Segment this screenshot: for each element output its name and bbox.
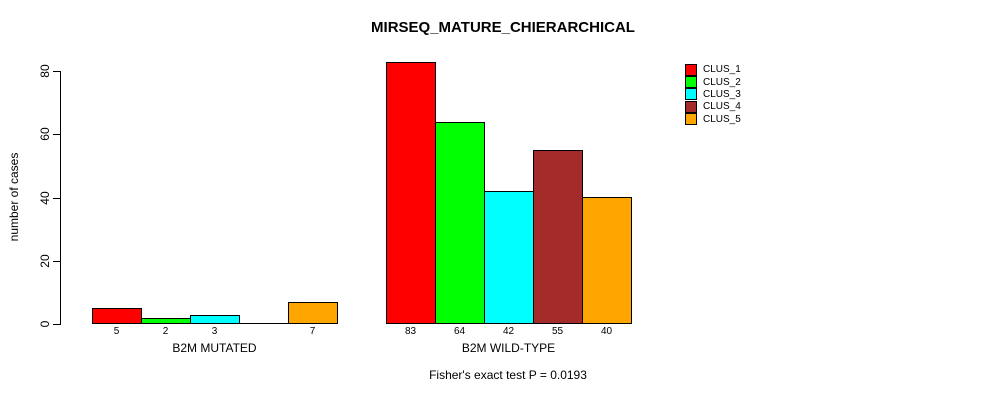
bar-clus_1-group1 <box>92 308 142 324</box>
bar-clus_1-group2 <box>386 62 436 324</box>
bar-clus_5-group1 <box>288 302 338 324</box>
legend-label: CLUS_2 <box>703 76 741 88</box>
y-tick-label: 60 <box>38 127 52 141</box>
y-tick <box>53 198 60 199</box>
y-tick-label: 40 <box>38 191 52 205</box>
legend-swatch-clus_4 <box>685 100 697 113</box>
group-label-2: B2M WILD-TYPE <box>461 341 556 355</box>
bar-clus_3-group1 <box>190 315 240 324</box>
legend-swatch-clus_3 <box>685 88 697 101</box>
bar-value-label: 55 <box>551 326 564 337</box>
y-tick-label: 80 <box>38 64 52 78</box>
legend-row-clus_3: CLUS_3 <box>685 88 741 101</box>
bar-value-label: 40 <box>600 326 613 337</box>
legend-label: CLUS_5 <box>703 113 741 125</box>
bar-clus_3-group2 <box>484 191 534 324</box>
group-label-1: B2M MUTATED <box>172 341 257 355</box>
bar-value-label: 64 <box>453 326 466 337</box>
chart-title: MIRSEQ_MATURE_CHIERARCHICAL <box>371 19 635 36</box>
y-axis-label: number of cases <box>7 152 21 242</box>
bar-clus_4-group2 <box>533 150 583 324</box>
y-tick-label: 0 <box>38 320 52 328</box>
y-tick <box>53 134 60 135</box>
legend-label: CLUS_4 <box>703 101 741 113</box>
bar-clus_4-group1-zero <box>239 323 289 324</box>
bar-clus_2-group1 <box>141 318 191 324</box>
y-axis-line <box>60 71 61 325</box>
legend-row-clus_5: CLUS_5 <box>685 113 741 125</box>
legend-row-clus_4: CLUS_4 <box>685 100 741 113</box>
bar-value-label: 7 <box>309 326 316 337</box>
legend-label: CLUS_3 <box>703 88 741 100</box>
legend-row-clus_1: CLUS_1 <box>685 63 741 76</box>
annotation-text: Fisher's exact test P = 0.0193 <box>429 368 587 382</box>
bar-value-label: 5 <box>113 326 120 337</box>
legend-label: CLUS_1 <box>703 64 741 76</box>
y-tick-label: 20 <box>38 254 52 268</box>
bar-clus_5-group2 <box>582 197 632 324</box>
legend-row-clus_2: CLUS_2 <box>685 76 741 89</box>
legend-swatch-clus_1 <box>685 63 697 76</box>
y-tick <box>53 324 60 325</box>
y-tick <box>53 261 60 262</box>
legend-swatch-clus_2 <box>685 76 697 89</box>
bar-value-label: 2 <box>162 326 169 337</box>
bar-value-label: 3 <box>211 326 218 337</box>
bar-clus_2-group2 <box>435 122 485 324</box>
legend-swatch-clus_5 <box>685 113 697 125</box>
bar-value-label: 83 <box>404 326 417 337</box>
y-tick <box>53 71 60 72</box>
bar-value-label: 42 <box>502 326 515 337</box>
